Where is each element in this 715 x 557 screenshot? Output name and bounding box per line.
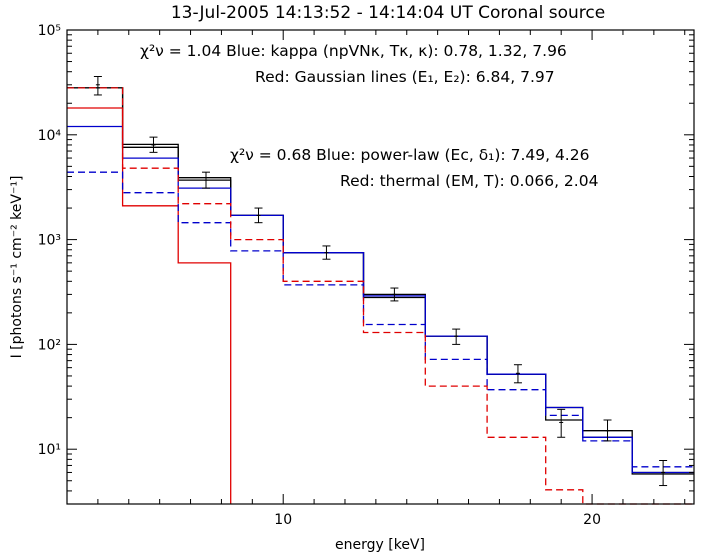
- series-line: [67, 87, 694, 505]
- annotation-bottom-line-2: Red: thermal (EM, T): 0.066, 2.04: [340, 172, 598, 190]
- y-tick-label: 10⁵: [38, 23, 61, 39]
- annotation-top-line-2: Red: Gaussian lines (E₁, E₂): 6.84, 7.97: [255, 68, 555, 86]
- model-series-4: [67, 107, 232, 504]
- data-point: [93, 75, 102, 96]
- x-axis: 10 20: [66, 30, 686, 528]
- y-tick-label: 10³: [38, 233, 61, 249]
- x-tick-label: 20: [583, 512, 601, 528]
- data-point: [149, 136, 158, 153]
- data-point: [513, 364, 522, 384]
- annotation-top-line-1: χ²ν = 1.04 Blue: kappa (npVNκ, Tκ, κ): 0…: [140, 42, 567, 60]
- y-tick-label: 10¹: [38, 442, 61, 458]
- y-axis-label: I [photons s⁻¹ cm⁻² keV⁻¹]: [9, 176, 25, 359]
- chart-title: 13-Jul-2005 14:13:52 - 14:14:04 UT Coron…: [171, 3, 605, 23]
- data-point: [557, 408, 566, 438]
- y-tick-label: 10⁴: [38, 128, 62, 144]
- plot-frame: [66, 29, 695, 505]
- data-point: [659, 460, 668, 487]
- annotation-bottom-line-1: χ²ν = 0.68 Blue: power-law (Ec, δ₁): 7.4…: [230, 146, 589, 164]
- data-point: [322, 245, 331, 260]
- y-tick-label: 10²: [38, 337, 61, 353]
- series-line: [67, 107, 232, 504]
- data-point: [603, 419, 612, 442]
- y-axis: 10¹ 10² 10³ 10⁴ 10⁵: [38, 23, 694, 505]
- x-tick-label: 10: [274, 512, 292, 528]
- data-point: [201, 171, 210, 189]
- x-axis-label: energy [keV]: [335, 537, 425, 553]
- data-point: [254, 207, 263, 224]
- fit-annotation-bottom: χ²ν = 0.68 Blue: power-law (Ec, δ₁): 7.4…: [230, 146, 598, 190]
- series-line: [67, 171, 694, 468]
- model-series-6: [67, 87, 694, 505]
- data-points: [93, 75, 668, 487]
- data-point: [390, 287, 399, 302]
- data-point: [452, 328, 461, 345]
- model-series-5: [67, 171, 694, 468]
- fit-annotation-top: χ²ν = 1.04 Blue: kappa (npVNκ, Tκ, κ): 0…: [140, 42, 567, 86]
